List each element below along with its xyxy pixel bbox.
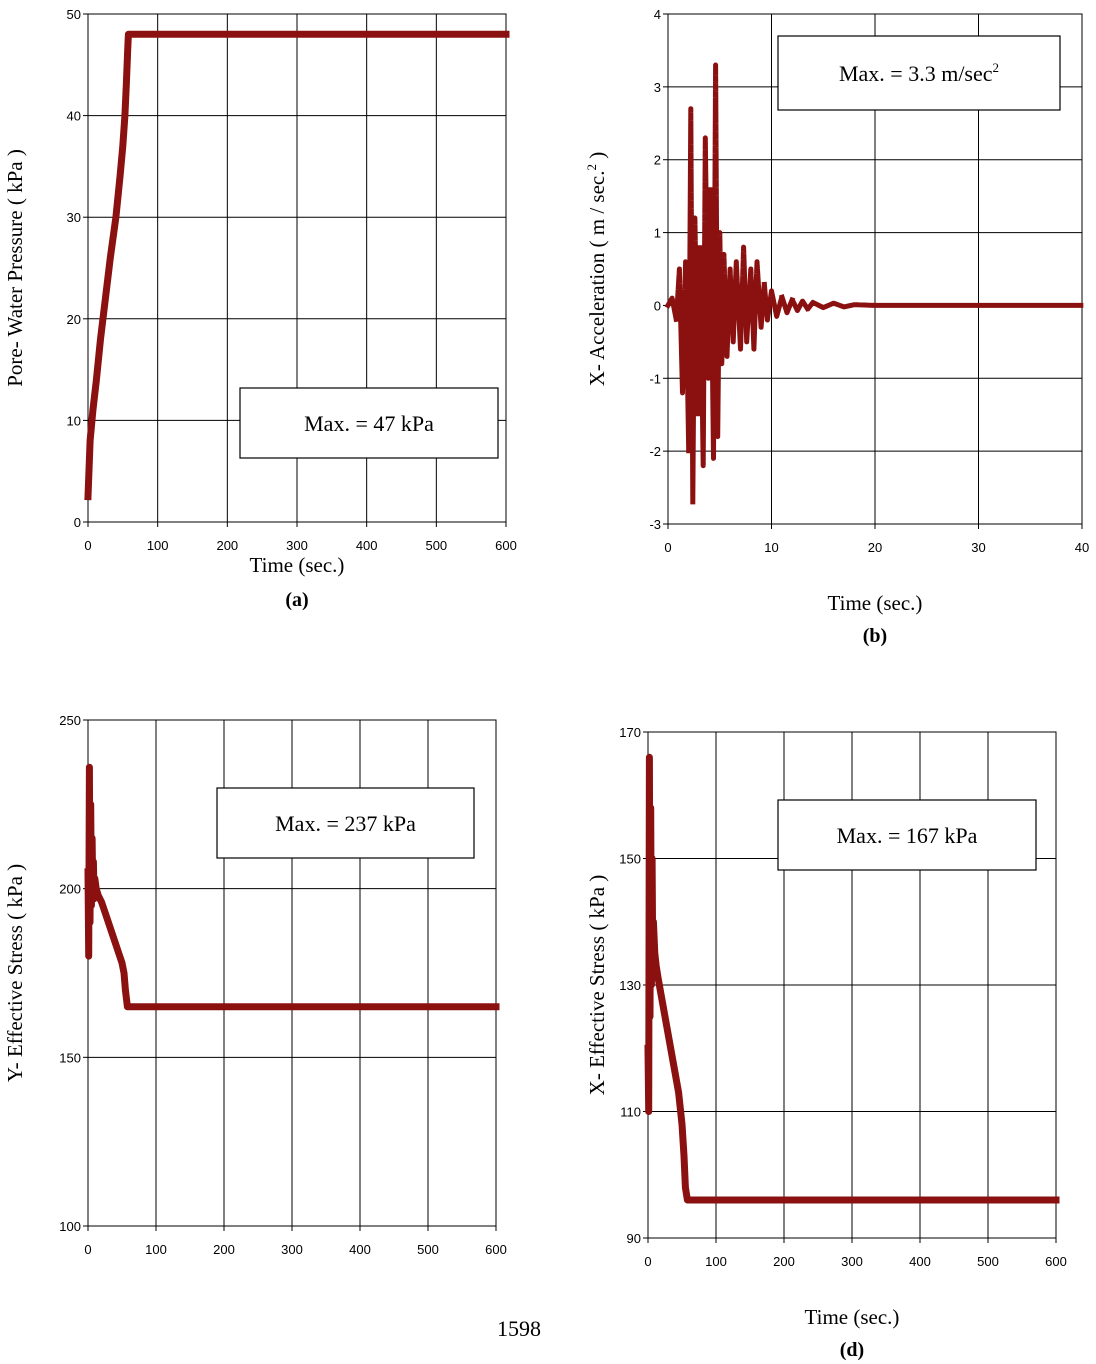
x-tick-label: 100 — [705, 1254, 727, 1269]
x-tick-label: 30 — [971, 540, 985, 555]
y-axis-label-superscript: 2 — [584, 164, 599, 171]
x-axis-label: Time (sec.) — [250, 553, 345, 577]
max-annotation-superscript: 2 — [993, 60, 1000, 75]
x-tick-label: 500 — [417, 1242, 439, 1257]
y-tick-label: 150 — [619, 852, 641, 867]
y-tick-label: 100 — [59, 1219, 81, 1234]
x-tick-label: 500 — [977, 1254, 999, 1269]
y-tick-label: 200 — [59, 882, 81, 897]
x-tick-label: 20 — [868, 540, 882, 555]
x-tick-label: 0 — [84, 1242, 91, 1257]
y-tick-label: 50 — [67, 7, 81, 22]
max-annotation-box — [216, 787, 475, 859]
y-tick-label: 110 — [620, 1105, 641, 1120]
x-tick-label: 0 — [84, 538, 91, 553]
series-line — [84, 763, 500, 1011]
y-tick-label: 1 — [654, 226, 661, 241]
max-annotation-box — [777, 799, 1037, 871]
x-tick-label: 0 — [664, 540, 671, 555]
x-tick-label: 100 — [145, 1242, 167, 1257]
x-tick-label: 300 — [841, 1254, 863, 1269]
x-tick-label: 400 — [909, 1254, 931, 1269]
y-tick-label: -3 — [649, 517, 661, 532]
y-tick-label: 90 — [627, 1231, 641, 1246]
chart-caption: (b) — [863, 625, 887, 647]
max-annotation-text: Max. = 3.3 m/sec2 — [839, 60, 999, 86]
x-tick-label: 300 — [286, 538, 308, 553]
series-line — [84, 30, 510, 501]
page-number: 1598 — [497, 1316, 541, 1341]
x-tick-label: 300 — [281, 1242, 303, 1257]
x-tick-label: 10 — [764, 540, 778, 555]
x-tick-label: 600 — [485, 1242, 507, 1257]
series-line — [644, 753, 1060, 1204]
chart-d: 0 100 200 300 400 500 600 90 110 130 150 170 X- Effe… — [585, 725, 1067, 1361]
y-axis-label: X- Acceleration ( m / sec.2 ) — [584, 152, 609, 387]
x-axis-label: Time (sec.) — [805, 1305, 900, 1329]
series-line — [664, 62, 1085, 505]
y-tick-label: 10 — [67, 413, 81, 428]
chart-a: 0 100 200 300 400 500 600 0 10 20 30 40 50 Pore- Wate… — [3, 7, 517, 611]
chart-b: 0 10 20 30 40 -3 -2 -1 0 1 2 3 4 X- Acceleration ( m … — [584, 7, 1089, 647]
y-tick-label: 0 — [654, 298, 661, 313]
y-tick-label: -2 — [649, 444, 661, 459]
max-annotation-box — [777, 35, 1061, 111]
y-tick-label: 170 — [619, 725, 641, 740]
y-tick-label: 4 — [654, 7, 661, 22]
y-axis-label: Pore- Water Pressure ( kPa ) — [3, 149, 27, 387]
y-tick-label: 0 — [74, 515, 81, 530]
max-annotation-main: Max. = 3.3 m/sec — [839, 61, 993, 86]
y-tick-label: 20 — [67, 312, 81, 327]
x-tick-label: 600 — [495, 538, 517, 553]
x-axis-label: Time (sec.) — [828, 591, 923, 615]
y-tick-label: 2 — [654, 153, 661, 168]
y-tick-label: 250 — [59, 713, 81, 728]
y-axis-label-text: X- Acceleration ( m / sec. — [585, 171, 609, 387]
y-tick-label: -1 — [649, 371, 661, 386]
chart-caption: (a) — [285, 589, 308, 611]
y-tick-label: 30 — [67, 210, 81, 225]
x-tick-label: 200 — [773, 1254, 795, 1269]
y-tick-label: 150 — [59, 1050, 81, 1065]
x-tick-label: 200 — [213, 1242, 235, 1257]
chart-caption: (d) — [840, 1339, 864, 1361]
y-axis-label: Y- Effective Stress ( kPa ) — [3, 864, 27, 1082]
y-tick-label: 40 — [67, 109, 81, 124]
x-tick-label: 400 — [349, 1242, 371, 1257]
x-tick-label: 100 — [147, 538, 169, 553]
max-annotation-text: Max. = 167 kPa — [837, 823, 978, 848]
x-tick-label: 600 — [1045, 1254, 1067, 1269]
max-annotation-text: Max. = 47 kPa — [304, 411, 434, 436]
x-tick-label: 400 — [356, 538, 378, 553]
x-tick-label: 40 — [1075, 540, 1089, 555]
x-tick-label: 200 — [216, 538, 238, 553]
x-tick-label: 500 — [425, 538, 447, 553]
y-axis-label: X- Effective Stress ( kPa ) — [585, 875, 609, 1096]
y-tick-label: 3 — [654, 80, 661, 95]
max-annotation-text: Max. = 237 kPa — [275, 811, 416, 836]
x-tick-label: 0 — [644, 1254, 651, 1269]
y-tick-label: 130 — [619, 978, 641, 993]
y-axis-label-end: ) — [585, 152, 609, 164]
max-annotation-box — [239, 387, 499, 459]
